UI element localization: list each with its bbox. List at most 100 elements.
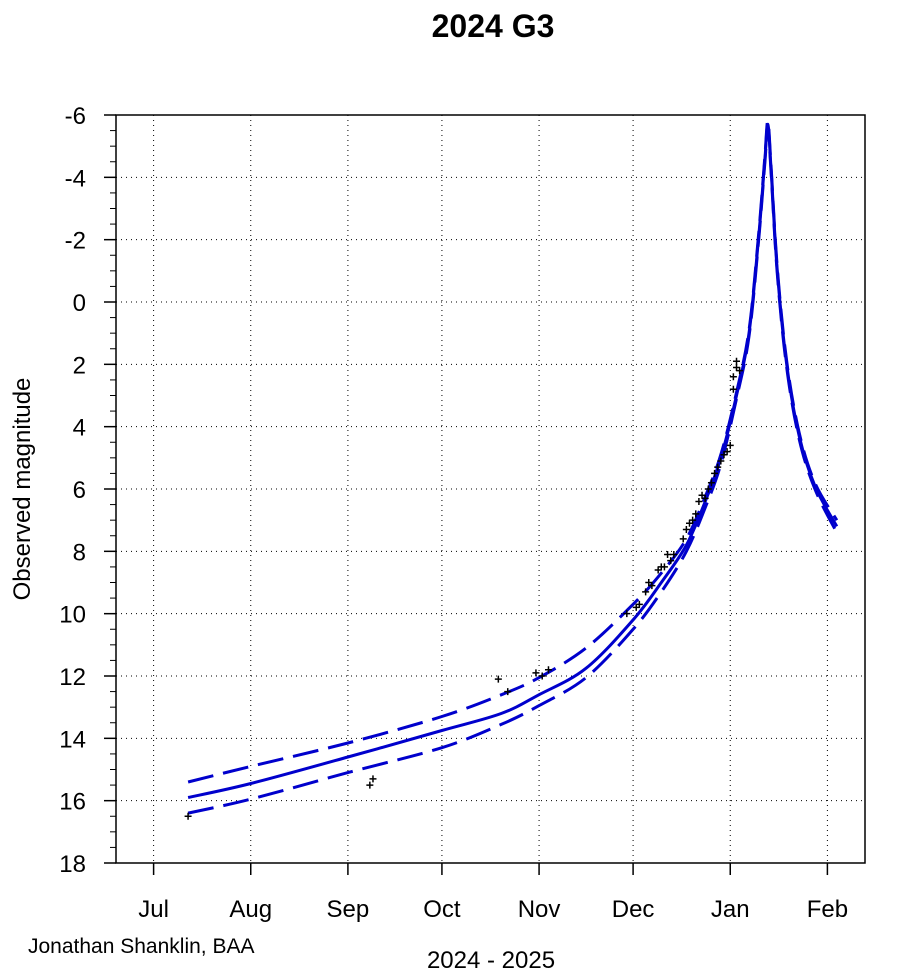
observation-marker	[679, 535, 687, 543]
observation-point	[632, 603, 640, 611]
observation-marker	[711, 469, 719, 477]
observation-marker	[736, 367, 744, 375]
observation-marker	[726, 441, 734, 449]
observation-point	[733, 357, 741, 365]
observation-marker	[660, 563, 668, 571]
observation-marker	[717, 457, 725, 465]
x-tick-label: Oct	[423, 896, 461, 923]
observation-marker	[698, 491, 706, 499]
x-tick-label: Feb	[807, 896, 848, 923]
y-axis-label: Observed magnitude	[9, 378, 36, 601]
y-tick-label: 0	[73, 290, 86, 317]
observation-point	[736, 367, 744, 375]
observation-point	[642, 588, 650, 596]
observation-marker	[733, 357, 741, 365]
observation-marker	[670, 550, 678, 558]
observation-point	[645, 579, 653, 586]
x-tick-label: Jan	[711, 896, 750, 923]
observation-point	[695, 497, 703, 505]
axis-layer: Jul Aug Sep Oct Nov Dec Jan Feb -6 -4 -2 0 2 4 6 8 10 12 1…	[59, 103, 866, 923]
y-tick-label: -2	[65, 228, 86, 255]
observation-marker	[648, 582, 656, 590]
y-tick-label: 18	[59, 851, 86, 878]
x-tick-label: Jul	[138, 896, 169, 923]
observation-marker	[733, 363, 741, 371]
x-axis-label: 2024 - 2025	[427, 947, 555, 974]
observations	[184, 357, 744, 820]
observation-marker	[632, 603, 640, 611]
observation-point	[704, 485, 712, 493]
y-tick-label: 16	[59, 789, 86, 816]
observation-point	[670, 550, 678, 558]
observation-marker	[714, 463, 722, 471]
observation-marker	[635, 600, 643, 608]
observation-point	[729, 373, 737, 381]
observation-marker	[692, 510, 700, 518]
observation-point	[532, 669, 540, 677]
y-tick-label: -4	[65, 165, 86, 192]
y-tick-label: 6	[73, 477, 86, 504]
observation-point	[692, 510, 700, 518]
credit-text: Jonathan Shanklin, BAA	[28, 935, 255, 958]
observation-marker	[532, 669, 540, 677]
observation-marker	[504, 688, 512, 696]
y-tick-label: 12	[59, 664, 86, 691]
observation-marker	[707, 479, 715, 487]
observation-marker	[729, 373, 737, 381]
observation-marker	[544, 666, 552, 674]
observation-point	[369, 775, 377, 783]
observation-point	[714, 463, 722, 471]
observation-marker	[689, 516, 697, 524]
observation-point	[701, 494, 709, 502]
y-tick-label: 10	[59, 602, 86, 629]
observation-point	[538, 672, 546, 680]
observation-marker	[538, 672, 546, 680]
observation-marker	[664, 550, 672, 558]
y-tick-label: 8	[73, 539, 86, 566]
observation-marker	[369, 775, 377, 783]
observation-marker	[720, 451, 728, 459]
observation-marker	[494, 675, 502, 683]
plot-frame	[115, 114, 866, 864]
observation-point	[698, 491, 706, 499]
observation-point	[711, 469, 719, 477]
observation-point	[667, 557, 675, 565]
x-tick-label: Dec	[612, 896, 655, 923]
observation-marker	[695, 497, 703, 505]
observation-point	[366, 781, 374, 789]
observation-point	[623, 610, 631, 618]
y-tick-label: 2	[73, 352, 86, 379]
observation-point	[664, 550, 672, 558]
fit-curve-dashed	[187, 125, 839, 815]
observation-point	[733, 363, 741, 371]
fit-curve-dashed	[187, 119, 839, 784]
observation-point	[504, 688, 512, 696]
observation-marker	[686, 519, 694, 527]
y-tick-label: -6	[65, 103, 86, 130]
observation-marker	[667, 557, 675, 565]
observation-point	[635, 600, 643, 608]
observation-point	[720, 451, 728, 459]
observation-point	[682, 526, 690, 534]
observation-point	[707, 479, 715, 487]
observation-point	[654, 566, 662, 574]
observation-point	[184, 812, 192, 820]
observation-marker	[366, 781, 374, 789]
observation-point	[648, 582, 656, 590]
observation-point	[679, 535, 687, 543]
observation-marker	[184, 812, 192, 820]
observation-point	[729, 385, 737, 393]
observation-marker	[704, 485, 712, 493]
x-tick-label: Nov	[518, 896, 561, 923]
observation-marker	[642, 588, 650, 596]
observation-marker	[623, 610, 631, 618]
observation-point	[544, 666, 552, 674]
observation-marker	[729, 385, 737, 393]
observation-marker	[723, 448, 731, 456]
observation-point	[726, 441, 734, 449]
observation-point	[723, 448, 731, 456]
observation-marker	[682, 526, 690, 534]
x-tick-label: Aug	[229, 896, 272, 923]
observation-point	[686, 519, 694, 527]
